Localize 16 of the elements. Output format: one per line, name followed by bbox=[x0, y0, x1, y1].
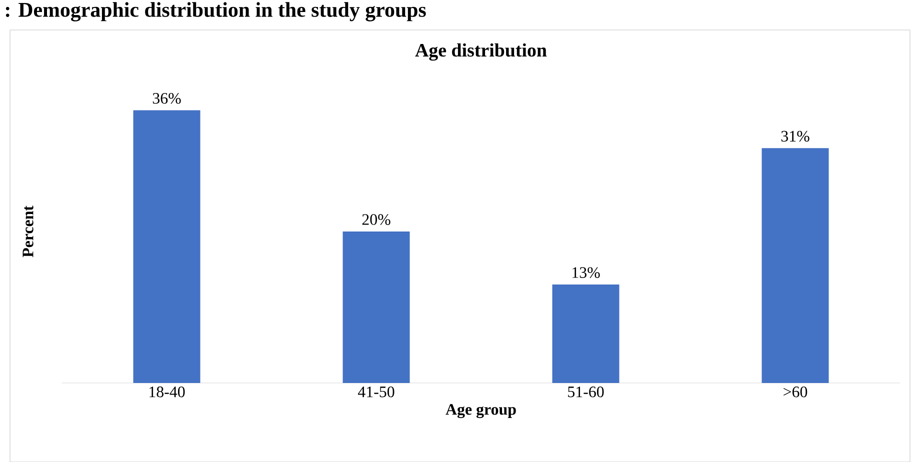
x-tick-label: 41-50 bbox=[358, 386, 394, 398]
data-label: 36% bbox=[152, 92, 181, 104]
bar bbox=[133, 110, 200, 383]
bar bbox=[342, 231, 410, 383]
x-tick-label: >60 bbox=[784, 386, 808, 398]
data-label: 13% bbox=[572, 267, 600, 278]
chart-title: Age distribution bbox=[415, 43, 547, 61]
bar bbox=[552, 284, 620, 383]
data-label: 31% bbox=[781, 130, 810, 142]
x-tick-label: 51-60 bbox=[568, 386, 604, 398]
data-label: 20% bbox=[362, 214, 390, 225]
y-axis-title: Percent bbox=[22, 206, 34, 258]
x-tick-label: 18-40 bbox=[150, 386, 185, 398]
text: : Demographic distribution in the study groups bbox=[6, 2, 426, 22]
bar bbox=[762, 148, 829, 383]
x-axis-title: Age group bbox=[446, 404, 516, 418]
